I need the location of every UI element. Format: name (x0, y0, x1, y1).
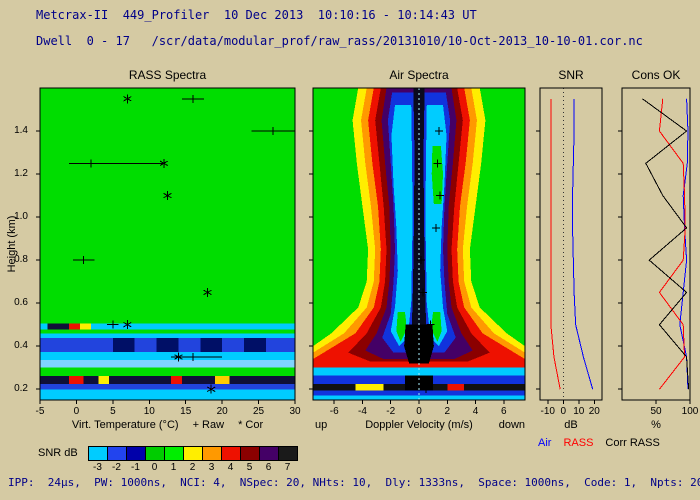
tick-label: 0 (560, 406, 567, 417)
tick-label: 0.8 (14, 254, 28, 266)
tick-label: 5 (110, 406, 116, 417)
tick-label: 0 (73, 406, 80, 417)
tick-label: 30 (289, 406, 301, 417)
tick-label: 50 (650, 406, 662, 417)
rass-xaxis-row: Virt. Temperature (°C) + Raw * Cor (40, 419, 295, 431)
snr-plot (536, 87, 603, 404)
snr-xaxis-label: dB (564, 419, 578, 431)
footer-params: IPP: 24μs, PW: 1000ns, NCI: 4, NSpec: 20… (8, 476, 700, 489)
colorbar-tick-label: 4 (227, 462, 234, 473)
series-legend: Air RASS Corr RASS (538, 437, 698, 449)
colorbar-tick-label: 5 (246, 462, 253, 473)
header-line2: Dwell 0 - 17 /scr/data/modular_prof/raw_… (36, 34, 643, 48)
tick-label: 4 (472, 406, 479, 417)
tick-label: 2 (444, 406, 451, 417)
cons-plot (618, 87, 691, 404)
raw-marker-legend: + Raw (192, 419, 225, 431)
legend-corr-rass: Corr RASS (605, 437, 660, 449)
tick-label: 100 (681, 406, 699, 417)
tick-label: 25 (253, 406, 265, 417)
tick-label: 20 (216, 406, 228, 417)
colorbar-swatch (108, 447, 127, 460)
colorbar-label: SNR dB (38, 447, 78, 459)
colorbar-swatch (127, 447, 146, 460)
legend-rass: RASS (563, 437, 594, 449)
tick-label: 0.4 (14, 340, 28, 352)
colorbar-tick-label: 1 (170, 462, 177, 473)
tick-label: 10 (573, 406, 585, 417)
colorbar-swatch (184, 447, 203, 460)
colorbar-tick-label: 3 (208, 462, 215, 473)
panel-title-rass: RASS Spectra (128, 68, 207, 82)
colorbar-tick-label: -2 (112, 462, 121, 473)
tick-label: -10 (540, 406, 555, 417)
colorbar-swatch (241, 447, 260, 460)
colorbar-swatch (260, 447, 279, 460)
colorbar-ticks: -3 -2 -1 0 1 2 3 4 5 6 7 (88, 462, 297, 473)
colorbar-tick-label: -3 (93, 462, 102, 473)
colorbar-tick-label: -1 (131, 462, 140, 473)
cons-xaxis-label: % (651, 419, 661, 431)
air-spectra-plot (309, 87, 526, 404)
colorbar-swatch (203, 447, 222, 460)
tick-label: 15 (180, 406, 192, 417)
colorbar-swatch (89, 447, 108, 460)
tick-label: 6 (501, 406, 507, 417)
colorbar-tick-label: 6 (265, 462, 272, 473)
tick-label: 1.4 (14, 125, 28, 137)
colorbar-tick-label: 2 (189, 462, 196, 473)
tick-label: 0 (416, 406, 422, 417)
colorbar-swatch (165, 447, 184, 460)
colorbar-swatch (279, 447, 297, 460)
header-line1: Metcrax-II 449_Profiler 10 Dec 2013 10:1… (36, 8, 477, 22)
down-label: down (498, 419, 525, 431)
colorbar (88, 446, 298, 461)
tick-label: 0.6 (14, 297, 28, 309)
legend-air: Air (538, 437, 552, 449)
panel-title-air: Air Spectra (389, 68, 449, 82)
rass-spectra-plot (36, 87, 296, 404)
panel-title-snr: SNR (558, 68, 584, 82)
cor-marker-legend: * Cor (238, 419, 264, 431)
tick-label: 1.0 (14, 211, 28, 223)
up-label: up (315, 419, 328, 431)
tick-label: 1.2 (14, 168, 28, 180)
colorbar-tick-label: 0 (151, 462, 158, 473)
panel-title-cons: Cons OK (631, 68, 681, 82)
tick-label: 0.2 (14, 383, 28, 395)
tick-label: -2 (386, 406, 396, 417)
tick-label: -5 (35, 406, 45, 417)
colorbar-swatch (146, 447, 165, 460)
tick-label: 10 (143, 406, 155, 417)
colorbar-swatch (222, 447, 241, 460)
tick-label: -6 (329, 406, 339, 417)
colorbar-tick-label: 7 (284, 462, 291, 473)
rass-xaxis-label: Virt. Temperature (°C) (71, 419, 179, 431)
tick-label: -4 (358, 406, 367, 417)
tick-label: 20 (588, 406, 600, 417)
air-xaxis-label: Doppler Velocity (m/s) (365, 419, 473, 431)
